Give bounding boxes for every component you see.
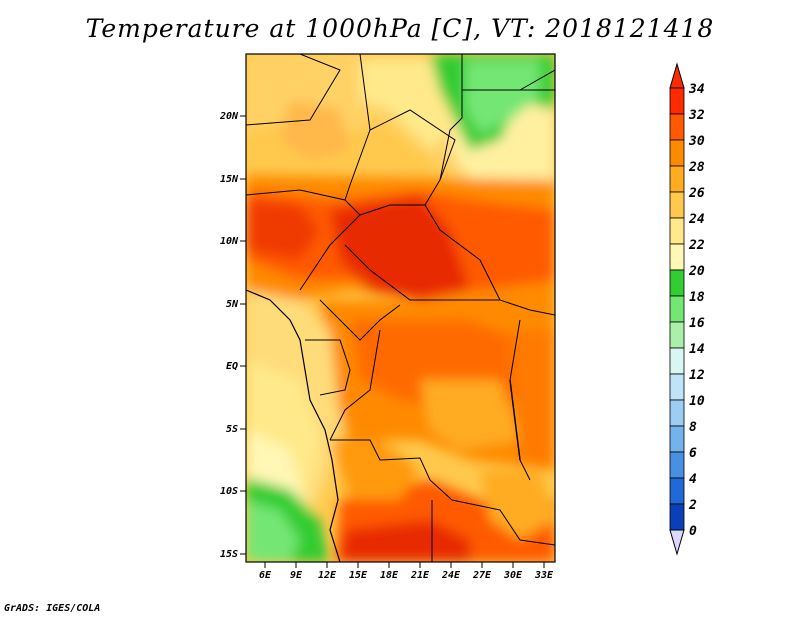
colorbar-label: 26 <box>688 186 705 201</box>
lon-label: 33E <box>534 570 554 581</box>
colorbar-label: 24 <box>688 212 705 227</box>
lon-axis <box>264 562 545 568</box>
colorbar-label: 12 <box>689 368 705 383</box>
lon-label: 18E <box>380 570 399 581</box>
colorbar-swatch <box>669 425 685 453</box>
country-borders <box>246 54 555 562</box>
colorbar-label: 8 <box>689 420 697 435</box>
lon-label: 15E <box>349 570 368 581</box>
colorbar-label: 4 <box>689 472 697 487</box>
colorbar-label: 2 <box>688 498 697 513</box>
colorbar-top-arrow <box>669 62 685 89</box>
colorbar-swatch <box>669 165 685 193</box>
map-frame <box>245 53 556 563</box>
colorbar-swatch <box>669 399 685 427</box>
lat-label: 20N <box>219 111 239 122</box>
map-title: Temperature at 1000hPa [C], VT: 20181214… <box>85 14 715 43</box>
lat-tick-labels: 20N 15N 10N 5N EQ 5S 10S 15S <box>219 111 239 560</box>
lon-label: 6E <box>259 570 272 581</box>
colorbar-swatch <box>669 217 685 245</box>
colorbar-label: 34 <box>688 82 705 97</box>
colorbar-swatch <box>669 269 685 297</box>
lat-label: 15S <box>220 549 238 560</box>
lat-label: 10N <box>220 236 239 247</box>
colorbar-label: 10 <box>689 394 705 409</box>
colorbar-bottom-arrow <box>669 529 685 556</box>
lon-label: 9E <box>290 570 303 581</box>
lon-label: 27E <box>472 570 492 581</box>
colorbar-label: 32 <box>688 108 705 123</box>
colorbar-label: 20 <box>688 264 705 279</box>
lon-tick-labels: 6E 9E 12E 15E 18E 21E 24E 27E 30E 33E <box>259 570 554 581</box>
temperature-field <box>246 54 555 562</box>
colorbar-swatch <box>669 321 685 349</box>
lat-label: EQ <box>226 361 238 372</box>
colorbar-swatch <box>669 451 685 479</box>
colorbar-label: 30 <box>688 134 705 149</box>
lat-label: 10S <box>220 486 238 497</box>
colorbar-swatch <box>669 503 685 531</box>
colorbar-label: 28 <box>688 160 705 175</box>
lat-label: 5N <box>226 299 239 310</box>
colorbar-label: 0 <box>689 524 697 539</box>
colorbar-swatch <box>669 477 685 505</box>
credit-label: GrADS: IGES/COLA <box>4 603 101 614</box>
colorbar-swatch <box>669 347 685 375</box>
lon-label: 12E <box>318 570 337 581</box>
colorbar-label: 22 <box>688 238 705 253</box>
colorbar-swatch <box>669 87 685 115</box>
colorbar-swatch <box>669 139 685 167</box>
lon-label: 24E <box>441 570 461 581</box>
colorbar-swatch <box>669 191 685 219</box>
lat-label: 15N <box>220 174 239 185</box>
colorbar-label: 18 <box>689 290 705 305</box>
colorbar-swatch <box>669 243 685 271</box>
lat-axis <box>240 115 246 555</box>
colorbar-label: 16 <box>689 316 705 331</box>
lon-label: 21E <box>410 570 430 581</box>
lon-label: 30E <box>503 570 523 581</box>
colorbar-swatch <box>669 113 685 141</box>
lat-label: 5S <box>226 424 238 435</box>
colorbar-label: 14 <box>689 342 705 357</box>
colorbar-swatch <box>669 295 685 323</box>
colorbar-label: 6 <box>689 446 697 461</box>
colorbar-swatch <box>669 373 685 401</box>
